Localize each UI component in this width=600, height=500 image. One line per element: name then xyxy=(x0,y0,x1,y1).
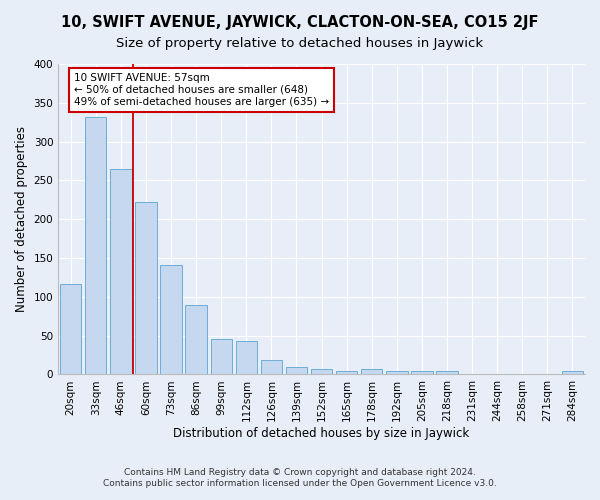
Bar xyxy=(185,306,207,374)
Bar xyxy=(436,372,458,374)
Bar xyxy=(211,339,232,374)
Bar xyxy=(85,117,106,374)
Text: 10 SWIFT AVENUE: 57sqm
← 50% of detached houses are smaller (648)
49% of semi-de: 10 SWIFT AVENUE: 57sqm ← 50% of detached… xyxy=(74,74,329,106)
Bar xyxy=(110,169,131,374)
Bar xyxy=(411,372,433,374)
Bar xyxy=(236,341,257,374)
Bar xyxy=(60,284,82,374)
Bar xyxy=(261,360,282,374)
Bar xyxy=(311,369,332,374)
Bar xyxy=(160,265,182,374)
Bar xyxy=(136,202,157,374)
Text: Size of property relative to detached houses in Jaywick: Size of property relative to detached ho… xyxy=(116,38,484,51)
Y-axis label: Number of detached properties: Number of detached properties xyxy=(15,126,28,312)
Bar xyxy=(336,370,358,374)
Text: 10, SWIFT AVENUE, JAYWICK, CLACTON-ON-SEA, CO15 2JF: 10, SWIFT AVENUE, JAYWICK, CLACTON-ON-SE… xyxy=(61,15,539,30)
Bar xyxy=(286,368,307,374)
Bar xyxy=(386,370,407,374)
Text: Contains HM Land Registry data © Crown copyright and database right 2024.
Contai: Contains HM Land Registry data © Crown c… xyxy=(103,468,497,487)
Bar xyxy=(562,372,583,374)
Bar xyxy=(361,369,382,374)
X-axis label: Distribution of detached houses by size in Jaywick: Distribution of detached houses by size … xyxy=(173,427,470,440)
